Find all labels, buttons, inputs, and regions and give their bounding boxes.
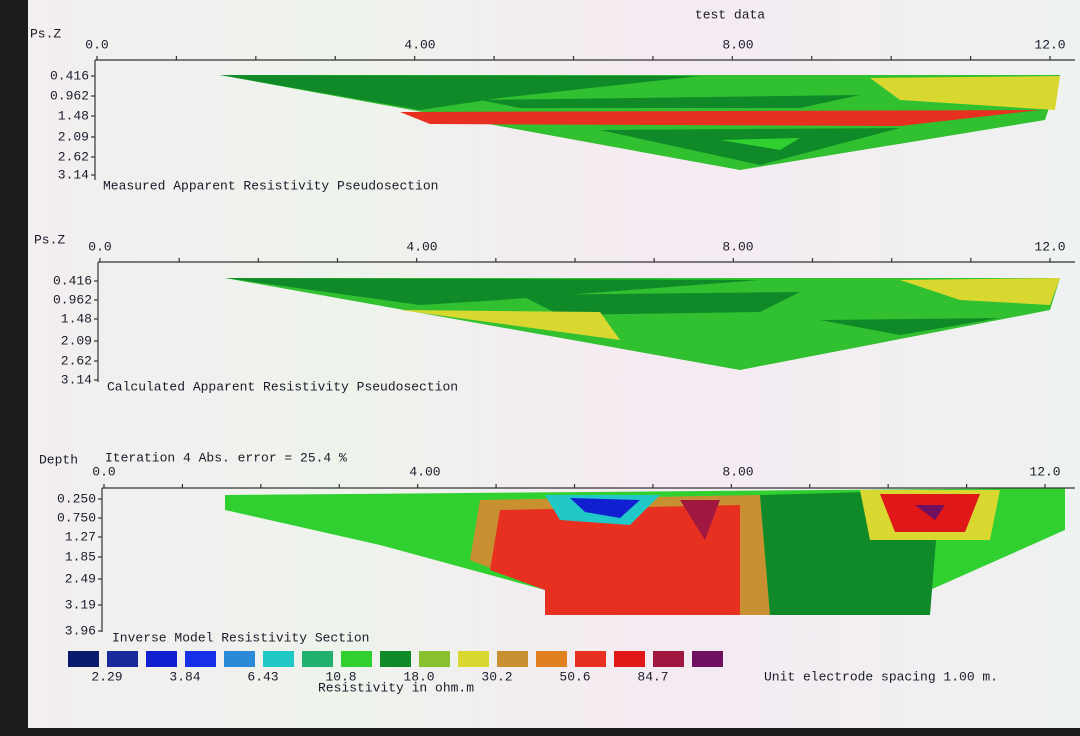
y-tick-label: 0.962	[50, 88, 89, 103]
legend-swatch	[380, 651, 411, 667]
x-tick-label: 12.0	[1034, 239, 1065, 254]
legend-swatch	[263, 651, 294, 667]
legend-swatch	[224, 651, 255, 667]
electrode-spacing: Unit electrode spacing 1.00 m.	[764, 669, 998, 684]
section-title: Calculated Apparent Resistivity Pseudose…	[107, 379, 458, 394]
legend-label: 18.0	[403, 669, 434, 684]
legend-swatch	[107, 651, 138, 667]
legend-swatch	[458, 651, 489, 667]
iteration-note: Iteration 4 Abs. error = 25.4 %	[105, 450, 347, 465]
legend-label: 6.43	[247, 669, 278, 684]
y-tick-label: 2.09	[61, 333, 92, 348]
y-tick-label: 1.48	[58, 108, 89, 123]
legend-swatch	[497, 651, 528, 667]
x-tick-label: 0.0	[88, 239, 111, 254]
section-title: Inverse Model Resistivity Section	[112, 630, 369, 645]
measured-section	[220, 75, 1060, 170]
y-tick-label: 3.96	[65, 623, 96, 638]
x-tick-label: 8.00	[722, 37, 753, 52]
legend-label: 30.2	[481, 669, 512, 684]
legend-caption: Resistivity in ohm.m	[318, 680, 474, 695]
y-tick-label: 0.962	[53, 292, 92, 307]
x-tick-label: 12.0	[1034, 37, 1065, 52]
legend-swatch	[302, 651, 333, 667]
x-tick-label: 8.00	[722, 239, 753, 254]
y-tick-label: 0.416	[53, 273, 92, 288]
x-tick-label: 4.00	[404, 37, 435, 52]
y-tick-label: 1.85	[65, 549, 96, 564]
legend-swatch	[575, 651, 606, 667]
calculated-section	[225, 278, 1060, 370]
y-tick-label: 2.62	[58, 149, 89, 164]
section-title: Measured Apparent Resistivity Pseudosect…	[103, 178, 438, 193]
legend-label: 2.29	[91, 669, 122, 684]
y-tick-label: 3.14	[61, 372, 92, 387]
axis-label: Ps.Z	[30, 26, 61, 41]
x-tick-label: 12.0	[1029, 464, 1060, 479]
legend-label: 3.84	[169, 669, 200, 684]
legend-swatch	[536, 651, 567, 667]
y-tick-label: 1.48	[61, 311, 92, 326]
legend-swatch	[653, 651, 684, 667]
y-tick-label: 2.09	[58, 129, 89, 144]
y-tick-label: 0.250	[57, 491, 96, 506]
legend-label: 84.7	[637, 669, 668, 684]
x-tick-label: 4.00	[409, 464, 440, 479]
y-tick-label: 3.14	[58, 167, 89, 182]
y-tick-label: 1.27	[65, 529, 96, 544]
axis-label: Ps.Z	[34, 232, 65, 247]
legend-label: 50.6	[559, 669, 590, 684]
legend-swatch	[614, 651, 645, 667]
x-tick-label: 0.0	[85, 37, 108, 52]
legend-swatch	[419, 651, 450, 667]
y-tick-label: 0.416	[50, 68, 89, 83]
legend-swatch	[146, 651, 177, 667]
x-tick-label: 0.0	[92, 464, 115, 479]
legend-label: 10.8	[325, 669, 356, 684]
legend-swatch	[68, 651, 99, 667]
y-tick-label: 2.49	[65, 571, 96, 586]
y-tick-label: 0.750	[57, 510, 96, 525]
y-tick-label: 3.19	[65, 597, 96, 612]
x-tick-label: 4.00	[406, 239, 437, 254]
y-tick-label: 2.62	[61, 353, 92, 368]
axis-label: Depth	[39, 452, 78, 467]
legend-swatch	[692, 651, 723, 667]
window-title: test data	[695, 7, 765, 22]
model-section	[225, 488, 1065, 615]
legend-swatch	[341, 651, 372, 667]
legend-swatch	[185, 651, 216, 667]
x-tick-label: 8.00	[722, 464, 753, 479]
